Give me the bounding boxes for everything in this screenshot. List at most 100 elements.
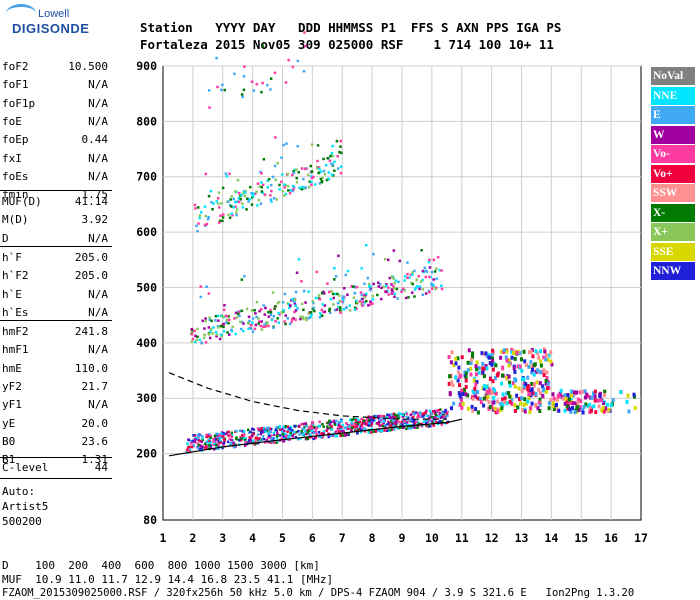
echo-point bbox=[476, 389, 480, 394]
echo-point bbox=[438, 412, 441, 415]
echo-point bbox=[421, 278, 424, 282]
echo-point bbox=[481, 370, 485, 375]
echo-point bbox=[340, 427, 343, 431]
echo-point bbox=[428, 416, 431, 419]
param-label: hmE bbox=[2, 361, 22, 375]
echo-point bbox=[291, 435, 294, 438]
echo-point bbox=[313, 431, 316, 435]
echo-point bbox=[323, 304, 327, 307]
echo-point bbox=[273, 71, 277, 75]
echo-point bbox=[213, 448, 216, 451]
echo-point bbox=[243, 433, 246, 436]
echo-point bbox=[523, 397, 527, 402]
echo-point bbox=[309, 434, 313, 437]
echo-point bbox=[235, 208, 239, 211]
echo-point bbox=[479, 400, 483, 405]
echo-point bbox=[331, 144, 334, 148]
echo-point bbox=[298, 433, 301, 436]
echo-point bbox=[430, 284, 434, 287]
echo-point bbox=[307, 429, 311, 432]
echo-point bbox=[271, 175, 275, 179]
echo-point bbox=[304, 301, 307, 304]
echo-point bbox=[293, 431, 296, 434]
echo-point bbox=[284, 322, 287, 326]
echo-point bbox=[324, 164, 328, 167]
echo-point bbox=[200, 447, 204, 450]
echo-point bbox=[350, 429, 353, 432]
echo-point bbox=[233, 200, 237, 204]
echo-point bbox=[339, 308, 342, 312]
echo-point bbox=[193, 329, 196, 333]
echo-point bbox=[330, 424, 333, 428]
echo-point bbox=[601, 405, 605, 410]
echo-point bbox=[541, 388, 545, 393]
echo-point bbox=[454, 375, 458, 380]
echo-point bbox=[431, 420, 434, 423]
echo-point bbox=[401, 413, 404, 417]
echo-point bbox=[446, 414, 449, 418]
echo-point bbox=[282, 143, 285, 147]
echo-point bbox=[361, 300, 364, 304]
x-tick-label: 11 bbox=[455, 531, 469, 545]
param-value: N/A bbox=[88, 96, 108, 110]
echo-point bbox=[242, 437, 245, 440]
echo-point bbox=[487, 387, 491, 392]
echo-point bbox=[188, 448, 192, 451]
echo-point bbox=[320, 308, 324, 312]
echo-point bbox=[515, 393, 519, 398]
echo-point bbox=[481, 361, 485, 366]
echo-point bbox=[219, 214, 222, 217]
echo-point bbox=[355, 427, 358, 430]
echo-point bbox=[247, 315, 251, 319]
echo-point bbox=[422, 420, 426, 423]
echo-point bbox=[485, 366, 489, 371]
echo-point bbox=[342, 298, 345, 302]
echo-point bbox=[328, 309, 331, 312]
echo-point bbox=[318, 298, 322, 301]
echo-point bbox=[600, 408, 604, 413]
echo-point bbox=[217, 191, 221, 194]
echo-point bbox=[581, 407, 585, 412]
echo-point bbox=[520, 389, 524, 394]
x-tick-label: 6 bbox=[309, 531, 316, 545]
echo-point bbox=[245, 208, 248, 211]
echo-point bbox=[219, 441, 222, 444]
echo-point bbox=[373, 414, 377, 418]
echo-point bbox=[230, 212, 233, 215]
echo-point bbox=[347, 427, 350, 430]
echo-point bbox=[428, 275, 431, 279]
echo-point bbox=[278, 183, 281, 187]
echo-point bbox=[265, 426, 269, 430]
echo-point bbox=[544, 381, 548, 386]
echo-point bbox=[428, 415, 432, 418]
echo-point bbox=[403, 279, 406, 282]
echo-point bbox=[310, 143, 314, 146]
legend-item-noval: NoVal bbox=[651, 67, 695, 85]
echo-point bbox=[432, 278, 435, 281]
echo-point bbox=[435, 267, 438, 270]
x-tick-label: 2 bbox=[189, 531, 196, 545]
echo-point bbox=[251, 195, 255, 198]
echo-point bbox=[384, 284, 388, 288]
echo-point bbox=[499, 355, 503, 360]
echo-point bbox=[196, 335, 199, 339]
echo-point bbox=[357, 418, 360, 422]
echo-point bbox=[260, 181, 263, 184]
echo-point bbox=[494, 363, 498, 368]
echo-point bbox=[282, 308, 285, 312]
echo-point bbox=[244, 189, 247, 193]
echo-point bbox=[405, 423, 408, 426]
echo-point bbox=[418, 287, 421, 291]
echo-point bbox=[198, 214, 202, 217]
echo-point bbox=[236, 178, 240, 182]
echo-point bbox=[283, 186, 286, 189]
echo-point bbox=[208, 316, 211, 319]
echo-point bbox=[257, 437, 260, 440]
echo-point bbox=[230, 195, 233, 198]
echo-point bbox=[208, 106, 211, 109]
echo-series-1 bbox=[190, 244, 444, 345]
echo-point bbox=[265, 323, 269, 326]
echo-point bbox=[256, 182, 260, 185]
echo-point bbox=[529, 360, 533, 365]
echo-point bbox=[461, 401, 465, 406]
